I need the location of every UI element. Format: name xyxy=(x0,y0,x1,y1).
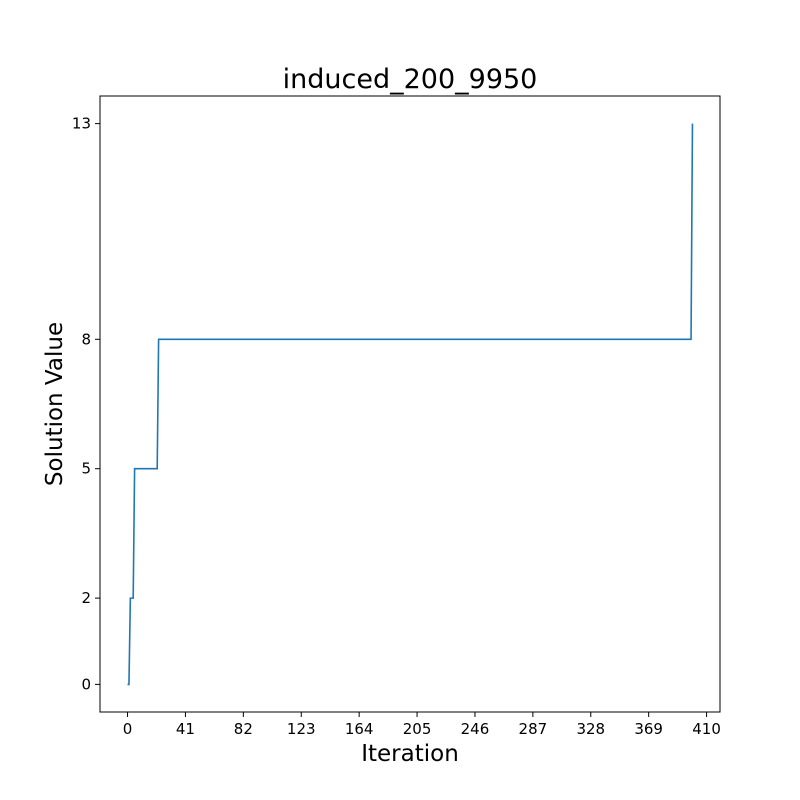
x-tick-label-3: 123 xyxy=(287,720,316,738)
y-tick-label-2: 5 xyxy=(81,460,91,478)
x-axis-ticks: 0 41 82 123 164 205 246 287 328 369 410 xyxy=(123,712,721,738)
x-tick-label-1: 41 xyxy=(176,720,195,738)
x-tick-label-4: 164 xyxy=(345,720,374,738)
y-axis-ticks: 0 2 5 8 13 xyxy=(72,115,100,693)
x-tick-label-5: 205 xyxy=(403,720,432,738)
series-line-0 xyxy=(127,123,694,686)
plot-area-frame xyxy=(99,95,721,713)
x-tick-label-8: 328 xyxy=(576,720,605,738)
x-tick-label-2: 82 xyxy=(234,720,253,738)
x-axis-label: Iteration xyxy=(361,741,459,767)
x-tick-label-10: 410 xyxy=(692,720,721,738)
y-axis-label: Solution Value xyxy=(42,322,68,486)
x-tick-label-9: 369 xyxy=(634,720,663,738)
y-tick-label-4: 13 xyxy=(72,115,91,133)
series-layer xyxy=(127,123,694,686)
y-tick-label-0: 0 xyxy=(81,675,91,693)
chart-title: induced_200_9950 xyxy=(283,64,538,95)
x-tick-label-7: 287 xyxy=(519,720,548,738)
y-tick-label-1: 2 xyxy=(81,589,91,607)
x-tick-label-0: 0 xyxy=(123,720,133,738)
x-tick-label-6: 246 xyxy=(461,720,490,738)
y-tick-label-3: 8 xyxy=(81,330,91,348)
